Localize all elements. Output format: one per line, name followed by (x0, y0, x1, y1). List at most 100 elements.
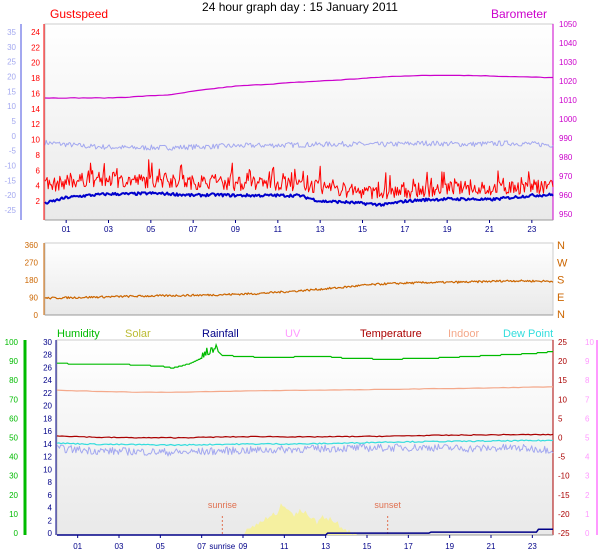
y-tick-direction-label: 0 (34, 311, 39, 320)
y-tick-uv-label: 10 (585, 338, 594, 347)
x-tick-label: 21 (485, 225, 494, 234)
y-tick-outer-label: 25 (7, 58, 16, 67)
x-tick-label: 23 (527, 225, 536, 234)
legend-indoor: Indoor (448, 328, 480, 340)
x-tick-label: 03 (104, 225, 113, 234)
y-tick-inner-label: 20 (31, 59, 40, 68)
y-tick-temperature-label: 5 (558, 414, 563, 423)
y-tick-rainfall-label: 18 (43, 414, 52, 423)
sunset-marker-label: sunset (374, 500, 401, 510)
y-tick-right-label: 1020 (559, 77, 577, 86)
y-tick-inner-label: 14 (31, 105, 40, 114)
y-tick-inner-label: 16 (31, 89, 40, 98)
legend-solar: Solar (125, 328, 151, 340)
legend-temperature: Temperature (360, 328, 422, 340)
y-tick-humidity-label: 50 (9, 434, 18, 443)
y-tick-outer-label: 35 (7, 28, 16, 37)
x-tick-label: 15 (358, 225, 367, 234)
y-tick-uv-label: 4 (585, 453, 590, 462)
series-dew-point-line (56, 439, 554, 447)
series-temperature-blue-line (44, 139, 554, 151)
x-tick-label: 13 (321, 542, 330, 551)
series-temperature-line (56, 433, 554, 439)
x-tick-label: 17 (404, 542, 413, 551)
series-temperature-blue-line (56, 443, 554, 457)
x-tick-label: 21 (487, 542, 496, 551)
y-tick-uv-label: 7 (585, 395, 590, 404)
y-tick-inner-label: 22 (31, 43, 40, 52)
x-tick-label: 03 (115, 542, 124, 551)
x-tick-label: 19 (443, 225, 452, 234)
y-tick-inner-label: 18 (31, 74, 40, 83)
graph-title: 24 hour graph day : 15 January 2011 (202, 0, 398, 14)
legend-gustspeed: Gustspeed (50, 7, 108, 21)
y-tick-rainfall-label: 4 (48, 504, 53, 513)
x-tick-label: 15 (363, 542, 372, 551)
y-tick-outer-label: 15 (7, 87, 16, 96)
y-tick-temperature-label: -25 (558, 529, 570, 538)
x-tick-label: 09 (239, 542, 248, 551)
y-tick-uv-label: 1 (585, 510, 590, 519)
y-tick-temperature-label: 15 (558, 376, 567, 385)
legend-dew-point: Dew Point (503, 328, 553, 340)
series-solar-area (243, 503, 357, 535)
chart-humidity-temperature: 1009080706050403020100302826242220181614… (5, 328, 598, 551)
y-tick-uv-label: 8 (585, 376, 590, 385)
y-tick-compass-label: W (557, 257, 568, 269)
y-tick-inner-label: 12 (31, 120, 40, 129)
x-tick-label: 11 (280, 542, 289, 551)
y-tick-rainfall-label: 6 (48, 491, 53, 500)
y-tick-right-label: 1000 (559, 115, 577, 124)
y-tick-rainfall-label: 22 (43, 389, 52, 398)
y-tick-outer-label: 10 (7, 102, 16, 111)
y-tick-outer-label: 0 (12, 132, 17, 141)
y-tick-compass-label: N (557, 240, 565, 252)
y-tick-outer-label: 5 (12, 117, 17, 126)
x-tick-label: 23 (528, 542, 537, 551)
y-tick-right-label: 970 (559, 172, 573, 181)
y-tick-direction-label: 270 (25, 259, 39, 268)
y-tick-outer-label: -25 (4, 206, 16, 215)
x-tick-label: 19 (445, 542, 454, 551)
y-tick-outer-label: -5 (9, 147, 17, 156)
y-tick-temperature-label: 20 (558, 357, 567, 366)
y-tick-right-label: 960 (559, 191, 573, 200)
y-tick-uv-label: 6 (585, 414, 590, 423)
y-tick-temperature-label: -5 (558, 453, 566, 462)
y-tick-humidity-label: 70 (9, 395, 18, 404)
y-tick-uv-label: 0 (585, 529, 590, 538)
y-tick-humidity-label: 80 (9, 376, 18, 385)
legend-barometer: Barometer (491, 7, 547, 21)
y-tick-outer-label: -10 (4, 162, 16, 171)
series-barometer-line (44, 74, 553, 99)
y-tick-rainfall-label: 24 (43, 376, 52, 385)
y-tick-rainfall-label: 0 (48, 529, 53, 538)
series-windspeed-line (44, 191, 554, 207)
y-tick-rainfall-label: 20 (43, 402, 52, 411)
y-tick-rainfall-label: 30 (43, 338, 52, 347)
y-tick-rainfall-label: 2 (48, 516, 53, 525)
panel-wind-baro-plot (44, 23, 554, 221)
y-tick-humidity-label: 20 (9, 491, 18, 500)
x-tick-label: 05 (146, 225, 155, 234)
y-tick-uv-label: 9 (585, 357, 590, 366)
y-tick-inner-label: 2 (36, 197, 41, 206)
x-tick-sunrise-label: sunrise (209, 542, 235, 551)
y-tick-inner-label: 8 (36, 151, 41, 160)
y-tick-inner-label: 24 (31, 28, 40, 37)
x-tick-label: 07 (189, 225, 198, 234)
y-tick-rainfall-label: 16 (43, 427, 52, 436)
x-tick-label: 01 (73, 542, 82, 551)
y-tick-temperature-label: -10 (558, 472, 570, 481)
y-tick-rainfall-label: 28 (43, 351, 52, 360)
x-tick-label: 13 (316, 225, 325, 234)
y-tick-rainfall-label: 12 (43, 453, 52, 462)
y-tick-inner-label: 10 (31, 136, 40, 145)
y-tick-humidity-label: 30 (9, 472, 18, 481)
chart-wind-barometer: 35302520151050-5-10-15-20-25242220181614… (4, 7, 577, 234)
y-tick-temperature-label: -20 (558, 510, 570, 519)
y-tick-temperature-label: 0 (558, 434, 563, 443)
y-tick-right-label: 990 (559, 134, 573, 143)
